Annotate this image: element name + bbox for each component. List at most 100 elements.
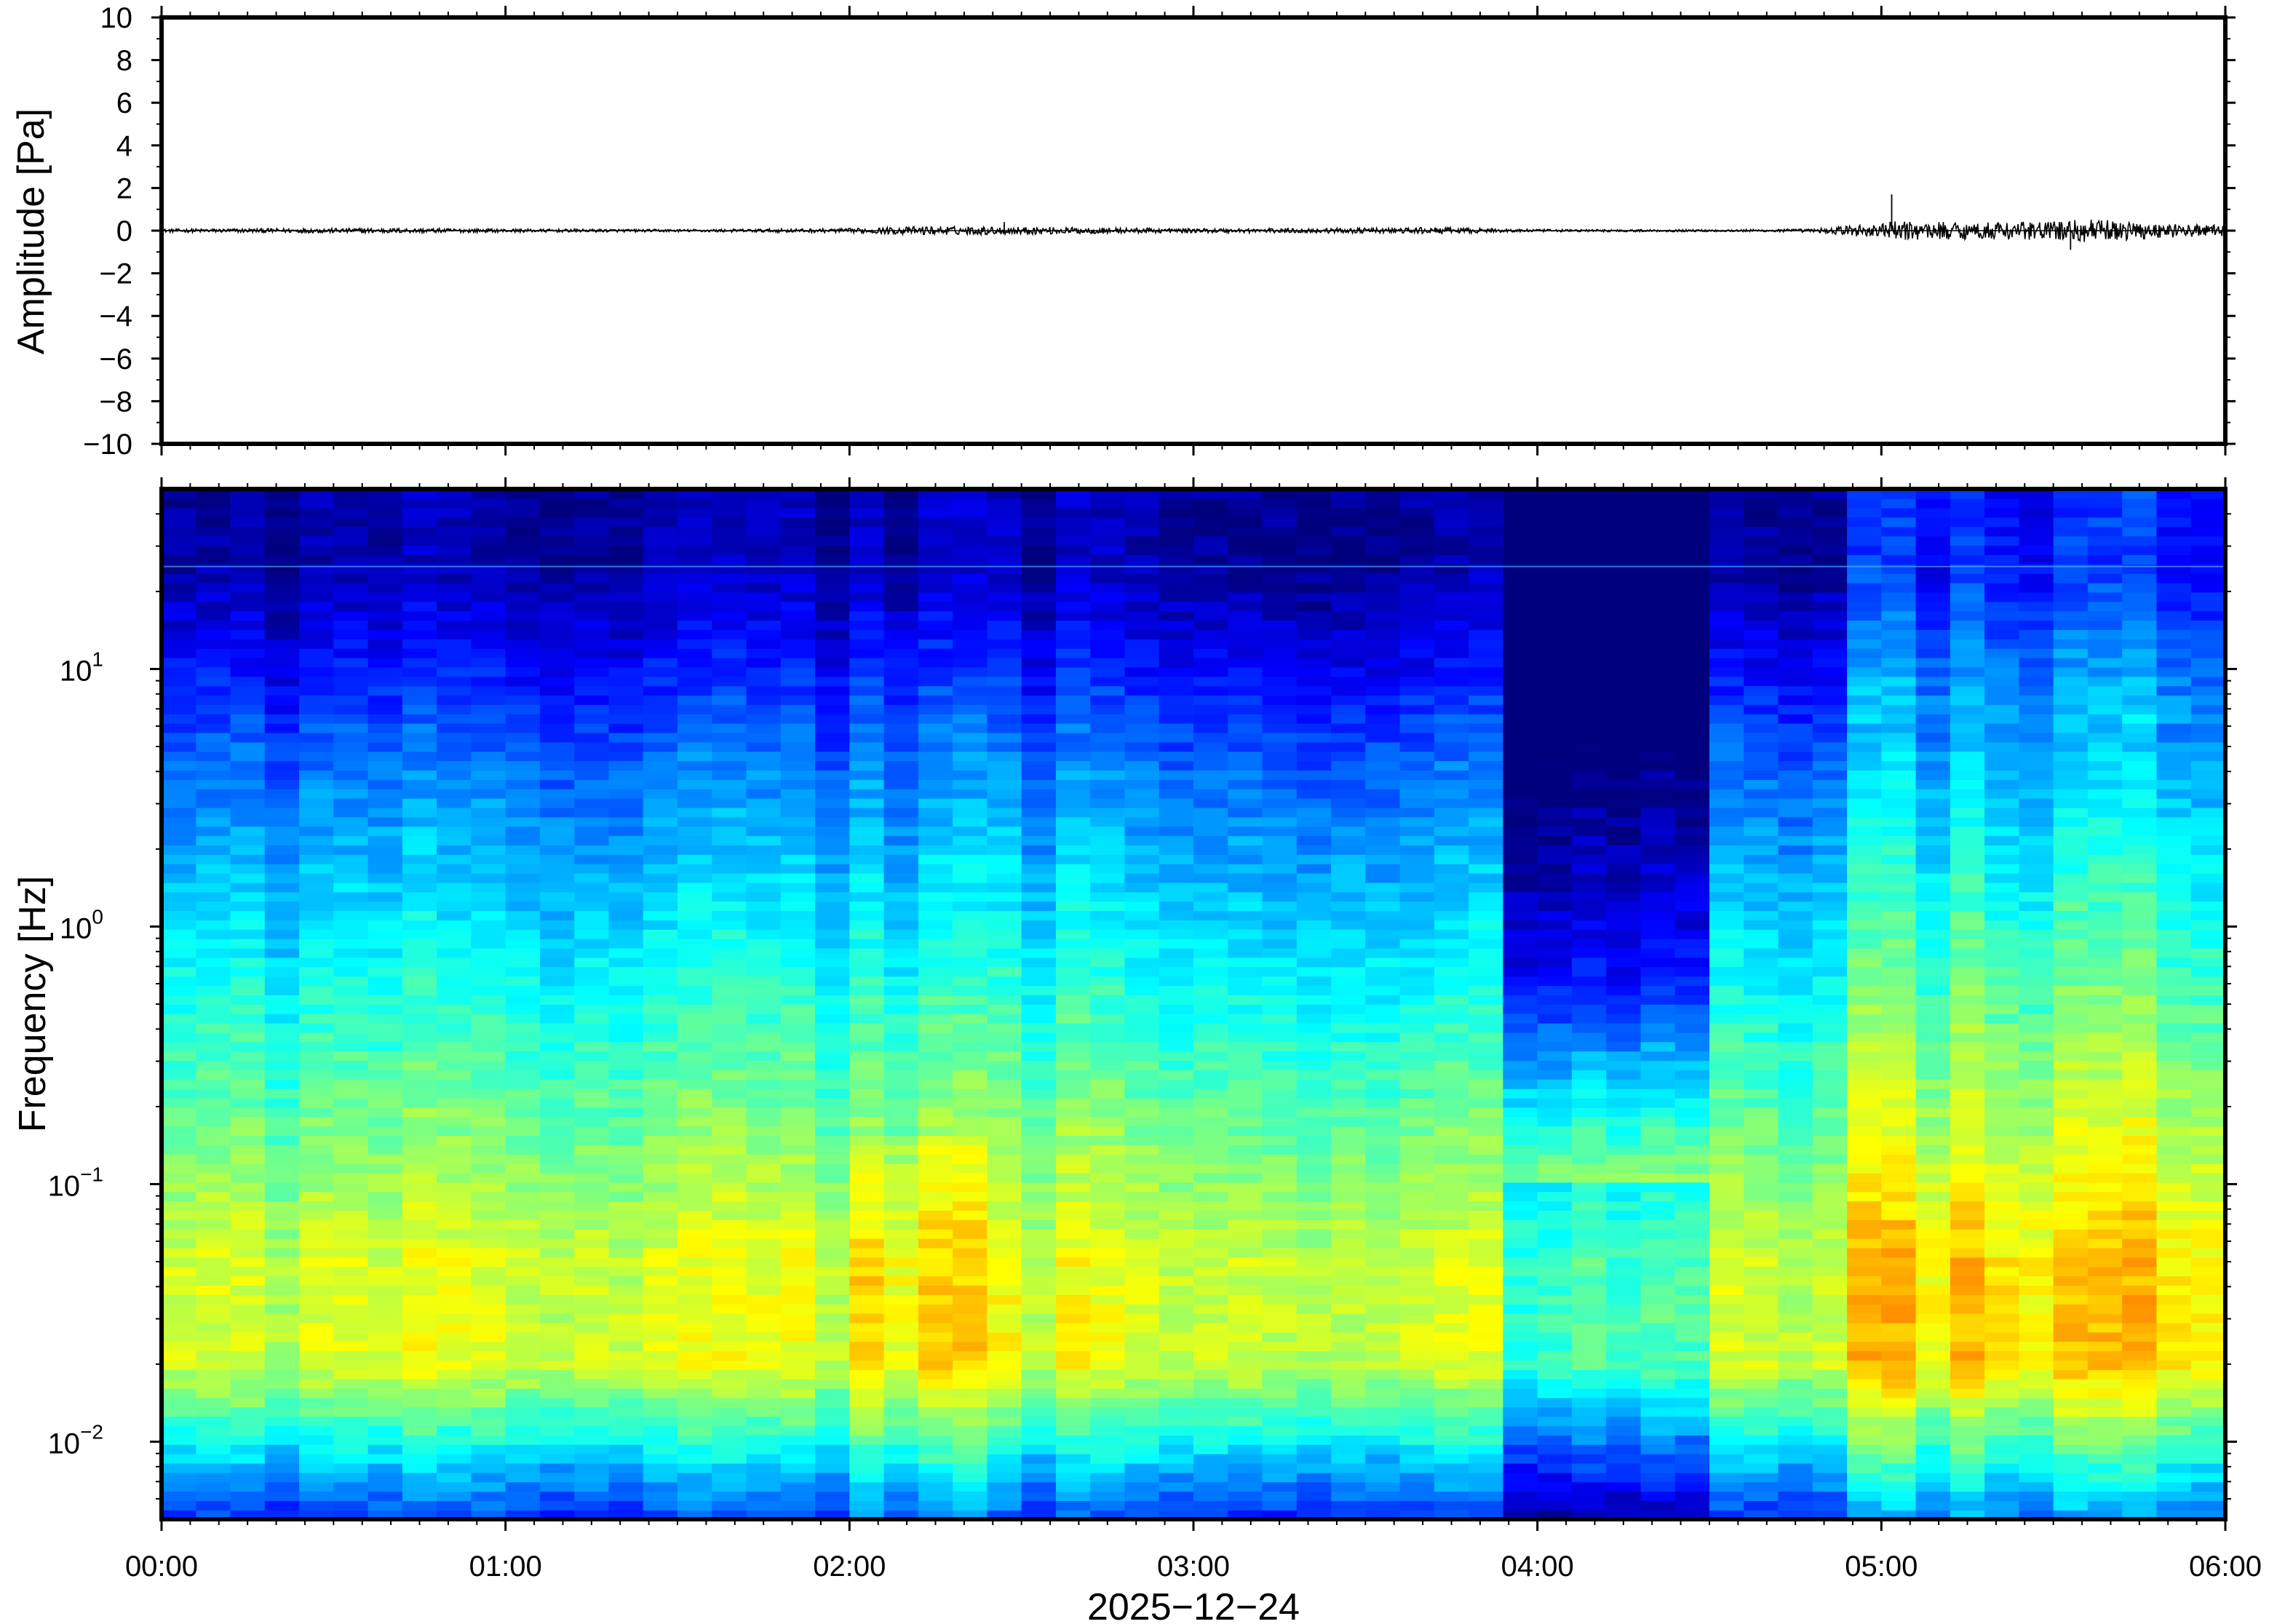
heatmap-cell [815, 957, 851, 968]
heatmap-cell [953, 1425, 988, 1436]
heatmap-cell [1159, 620, 1194, 630]
heatmap-cell [1262, 1191, 1298, 1202]
heatmap-cell [1537, 797, 1573, 808]
heatmap-cell [1159, 1191, 1194, 1202]
heatmap-cell [505, 732, 541, 743]
heatmap-cell [539, 1435, 575, 1445]
heatmap-cell [1571, 1238, 1607, 1249]
heatmap-cell [815, 938, 851, 949]
heatmap-cell [1365, 526, 1401, 537]
heatmap-cell [1296, 1135, 1332, 1145]
heatmap-cell [1365, 554, 1401, 565]
heatmap-cell [987, 1079, 1022, 1089]
heatmap-cell [162, 1294, 197, 1305]
heatmap-cell [1674, 1285, 1710, 1295]
heatmap-cell [367, 1135, 403, 1145]
heatmap-cell [574, 826, 610, 837]
heatmap-cell [608, 1462, 644, 1473]
heatmap-cell [987, 507, 1022, 518]
heatmap-cell [1434, 657, 1469, 668]
heatmap-cell [918, 1360, 953, 1370]
heatmap-cell [437, 1275, 472, 1286]
heatmap-cell [1296, 770, 1332, 780]
heatmap-cell [1503, 1013, 1538, 1024]
heatmap-cell [1159, 947, 1194, 958]
heatmap-cell [299, 592, 335, 602]
heatmap-cell [1193, 1088, 1229, 1099]
heatmap-cell [1640, 920, 1676, 930]
heatmap-cell [264, 582, 300, 593]
heatmap-cell [987, 723, 1022, 733]
heatmap-cell [196, 1453, 231, 1464]
heatmap-cell [1090, 1116, 1126, 1127]
heatmap-cell [1090, 1369, 1126, 1380]
heatmap-cell [1434, 788, 1469, 799]
heatmap-cell [815, 1041, 851, 1052]
heatmap-cell [815, 601, 851, 612]
heatmap-cell [918, 1350, 953, 1361]
heatmap-cell [643, 1341, 678, 1352]
heatmap-cell [471, 966, 506, 977]
heatmap-cell [230, 1032, 266, 1043]
heatmap-cell [1228, 1172, 1263, 1183]
heatmap-cell [1159, 1378, 1194, 1389]
heatmap-cell [1193, 536, 1229, 546]
heatmap-cell [953, 1266, 988, 1277]
heatmap-cell [162, 1472, 197, 1483]
heatmap-cell [1469, 1425, 1504, 1436]
heatmap-cell [471, 872, 506, 883]
heatmap-cell [953, 507, 988, 518]
heatmap-cell [849, 1294, 885, 1305]
heatmap-cell [1399, 685, 1435, 696]
heatmap-cell [918, 1444, 953, 1454]
heatmap-cell [1124, 1126, 1160, 1136]
heatmap-cell [1124, 1032, 1160, 1043]
waveform-ylabel: Amplitude [Pa] [10, 108, 52, 354]
heatmap-cell [1193, 713, 1229, 724]
heatmap-cell [1055, 489, 1091, 499]
heatmap-cell [1296, 1257, 1332, 1267]
heatmap-cell [953, 1332, 988, 1342]
heatmap-cell [1228, 957, 1263, 968]
heatmap-cell [367, 723, 403, 733]
heatmap-cell [437, 920, 472, 930]
heatmap-cell [1296, 507, 1332, 518]
heatmap-cell [1537, 1228, 1573, 1239]
heatmap-cell [264, 1285, 300, 1295]
heatmap-cell [1571, 1500, 1607, 1510]
heatmap-cell [918, 882, 953, 893]
heatmap-cell [1606, 695, 1642, 705]
heatmap-cell [1262, 545, 1298, 555]
heatmap-cell [1365, 1201, 1401, 1211]
heatmap-cell [574, 620, 610, 630]
heatmap-cell [1469, 1145, 1504, 1155]
heatmap-cell [505, 1013, 541, 1024]
heatmap-cell [1331, 582, 1367, 593]
heatmap-cell [643, 1079, 678, 1089]
heatmap-cell [1399, 947, 1435, 958]
heatmap-cell [1262, 1257, 1298, 1267]
heatmap-cell [299, 1435, 335, 1445]
heatmap-cell [1331, 863, 1367, 874]
heatmap-cell [402, 592, 437, 602]
heatmap-cell [815, 1462, 851, 1473]
heatmap-cell [162, 732, 197, 743]
heatmap-cell [1021, 507, 1057, 518]
heatmap-cell [299, 1051, 335, 1062]
heatmap-cell [196, 648, 231, 658]
heatmap-cell [1674, 1107, 1710, 1118]
heatmap-cell [230, 685, 266, 696]
heatmap-cell [1228, 526, 1263, 537]
heatmap-cell [1055, 863, 1091, 874]
heatmap-cell [333, 1022, 369, 1033]
heatmap-cell [849, 1500, 885, 1510]
heatmap-cell [402, 1322, 437, 1333]
heatmap-cell [815, 657, 851, 668]
heatmap-cell [333, 620, 369, 630]
heatmap-cell [1537, 1500, 1573, 1510]
heatmap-cell [1434, 666, 1469, 677]
heatmap-cell [1537, 1201, 1573, 1211]
heatmap-cell [162, 1313, 197, 1324]
heatmap-cell [1021, 695, 1057, 705]
heatmap-cell [953, 1397, 988, 1408]
